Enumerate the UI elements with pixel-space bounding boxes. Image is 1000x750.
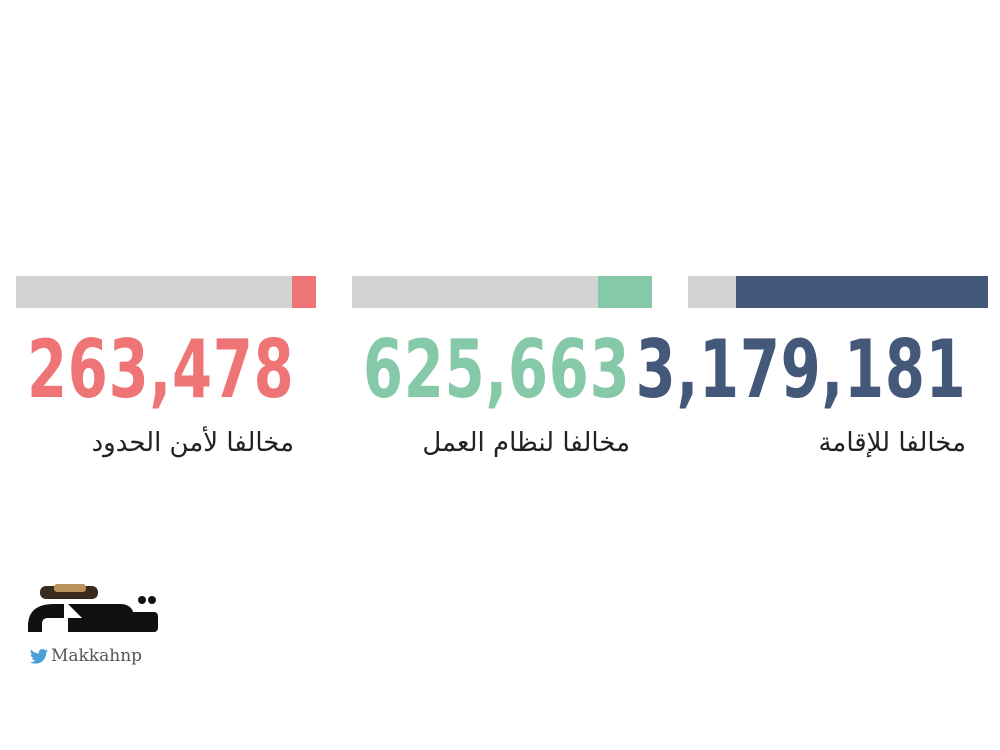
stat-labor: 625,663 مخالفا لنظام العمل (352, 276, 652, 466)
category-label: مخالفا للإقامة (818, 428, 966, 458)
twitter-handle: Makkahnp (30, 646, 142, 666)
value-label: 3,179,181 (635, 323, 966, 416)
bar-track (16, 276, 316, 308)
bar-fill-labor (598, 276, 652, 308)
makkah-logo-mark (28, 584, 158, 632)
makkah-logo (24, 584, 164, 674)
stat-border: 263,478 مخالفا لأمن الحدود (16, 276, 316, 466)
stat-residency: 3,179,181 مخالفا للإقامة (635, 276, 988, 466)
bar-track (352, 276, 652, 308)
category-label: مخالفا لنظام العمل (422, 428, 630, 458)
value-label: 263,478 (26, 323, 294, 416)
twitter-bird-icon (30, 648, 48, 664)
bar-track (688, 276, 988, 308)
handle-text: Makkahnp (51, 646, 143, 666)
bar-fill-border (292, 276, 316, 308)
value-label: 625,663 (362, 323, 630, 416)
bar-fill-residency (736, 276, 988, 308)
category-label: مخالفا لأمن الحدود (91, 428, 294, 458)
